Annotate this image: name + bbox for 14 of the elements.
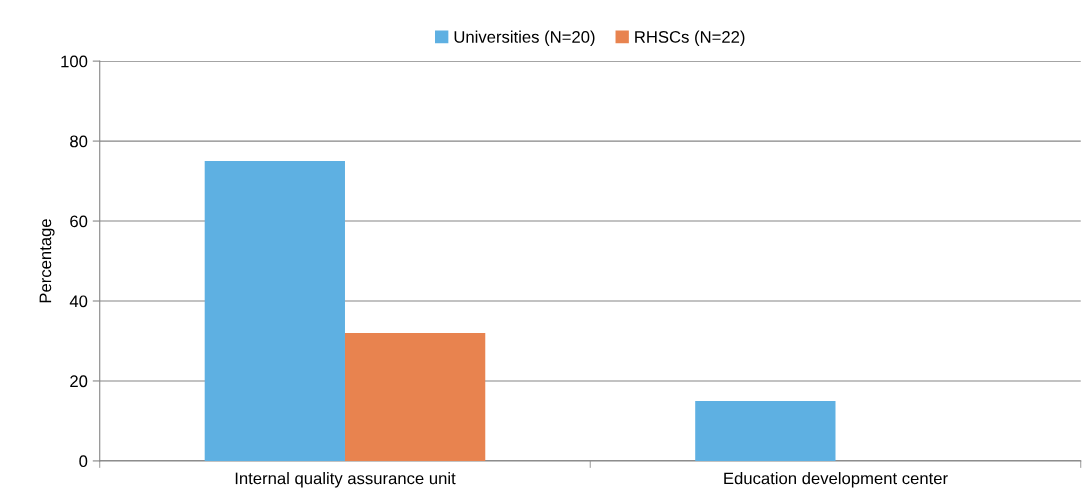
bar [204, 161, 345, 461]
x-tick-label: Internal quality assurance unit [235, 472, 456, 488]
y-tick-label: 80 [70, 135, 88, 148]
y-tick-label: 0 [79, 455, 88, 468]
bar [695, 400, 836, 461]
legend-label: RHSCs (N=22) [635, 30, 745, 47]
y-axis-title: Percentage [39, 219, 55, 303]
bar [344, 332, 486, 461]
legend-label: Universities (N=20) [454, 30, 595, 47]
y-tick-label: 100 [61, 55, 88, 68]
y-tick-label: 40 [69, 295, 88, 308]
x-tick-label: Education development center [724, 472, 948, 488]
y-tick-label: 20 [70, 375, 88, 388]
y-tick-label: 60 [70, 215, 88, 228]
